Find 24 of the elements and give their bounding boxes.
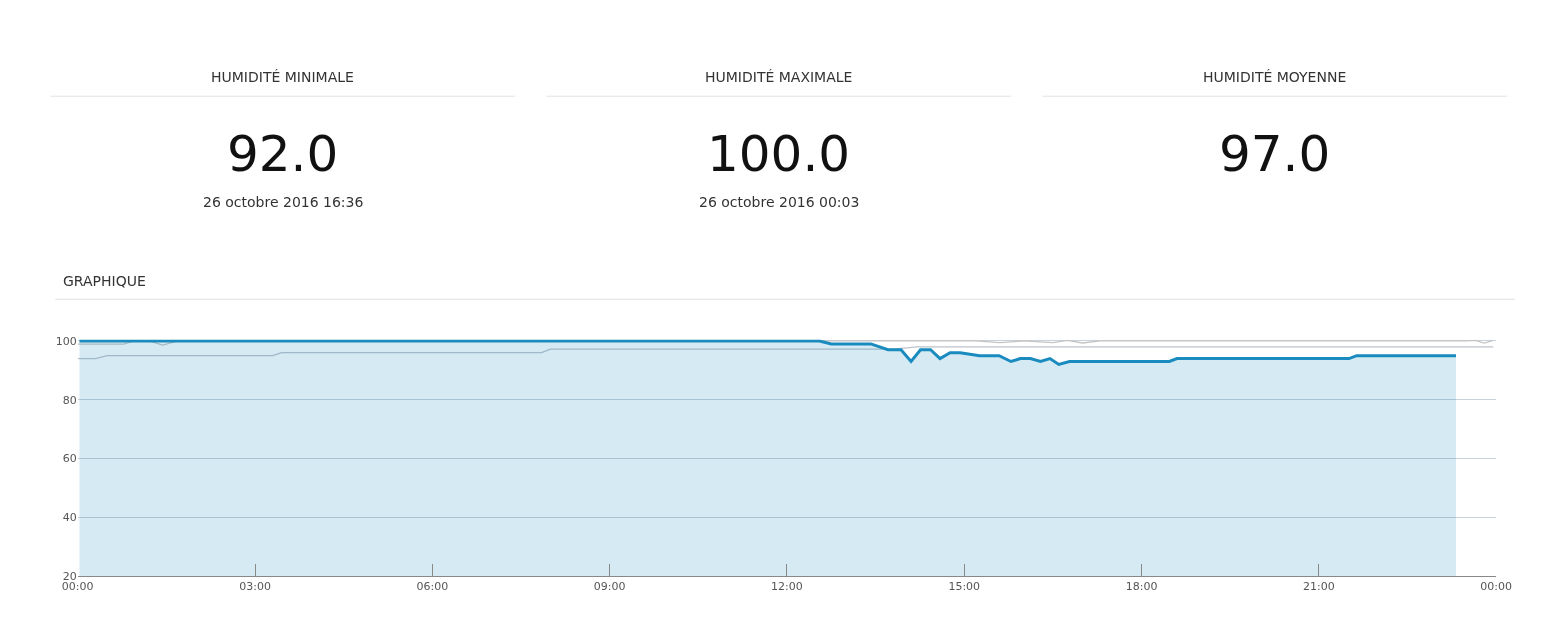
text: 100.0	[707, 125, 851, 183]
chart-title: GRAPHIQUE	[63, 273, 146, 289]
x-tick-label: 18:00	[1125, 580, 1158, 594]
y-tick-label: 40	[62, 510, 77, 524]
text: HUMIDITÉ MINIMALE	[211, 69, 354, 85]
x-tick-label: 09:00	[593, 580, 626, 594]
y-tick-label: 100	[55, 334, 77, 348]
x-tick-label: 00:00	[1480, 580, 1513, 594]
y-tick-label: 20	[62, 569, 77, 583]
text: 97.0	[1219, 125, 1331, 183]
x-tick-label: 06:00	[416, 580, 449, 594]
text: 92.0	[227, 125, 339, 183]
x-tick-label: 21:00	[1303, 580, 1335, 594]
x-tick-label: 00:00	[61, 580, 94, 594]
y-tick-label: 60	[62, 452, 77, 466]
text: HUMIDITÉ MOYENNE	[1203, 69, 1347, 85]
y-tick-label: 80	[62, 393, 77, 407]
x-tick-label: 03:00	[239, 580, 271, 594]
x-tick-label: 15:00	[948, 580, 981, 594]
text: 26 octobre 2016 16:36	[203, 194, 364, 210]
line-series	[77, 346, 1494, 360]
x-tick-label: 12:00	[771, 580, 803, 594]
text: HUMIDITÉ MAXIMALE	[705, 69, 853, 85]
text: 26 octobre 2016 00:03	[699, 194, 860, 210]
